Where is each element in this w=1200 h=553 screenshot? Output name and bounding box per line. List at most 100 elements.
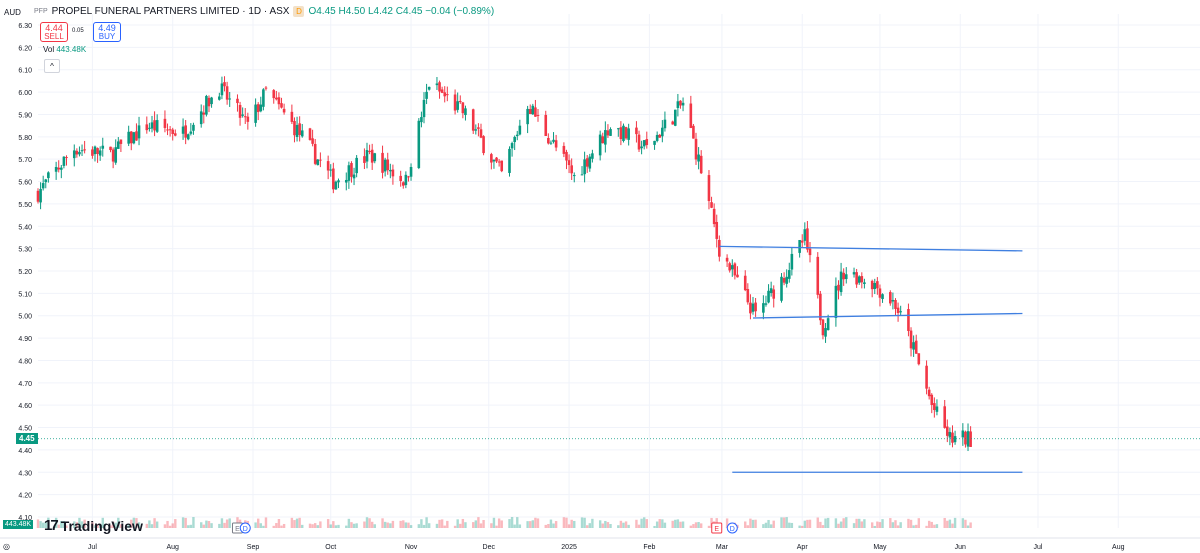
candle-body bbox=[228, 98, 232, 100]
candle-body bbox=[238, 104, 242, 118]
volume-bar bbox=[407, 522, 410, 528]
volume-bar bbox=[663, 522, 667, 528]
candle-body bbox=[767, 290, 770, 303]
candle-body bbox=[355, 157, 358, 174]
candle-body bbox=[352, 174, 356, 179]
volume-bar bbox=[876, 521, 879, 528]
candle-body bbox=[132, 132, 136, 144]
candle-body bbox=[337, 180, 340, 183]
candle-body bbox=[109, 146, 112, 151]
volume-bar bbox=[290, 517, 294, 528]
candle-body bbox=[837, 284, 840, 291]
symbol-title[interactable]: PROPEL FUNERAL PARTNERS LIMITED · 1D · A… bbox=[51, 6, 290, 17]
volume-bar bbox=[915, 524, 918, 528]
volume-bar bbox=[57, 524, 60, 528]
tradingview-logo[interactable]: 17 TradingView bbox=[44, 517, 143, 534]
volume-bar bbox=[202, 524, 205, 528]
time-tick-label: Jun bbox=[955, 544, 966, 551]
candle-body bbox=[969, 431, 972, 447]
candle-body bbox=[933, 403, 936, 411]
candle-body bbox=[707, 175, 711, 202]
volume-bar bbox=[259, 523, 262, 528]
candle-body bbox=[554, 140, 558, 148]
volume-bar bbox=[80, 521, 84, 528]
candle-body bbox=[567, 160, 571, 166]
volume-bar bbox=[41, 522, 45, 528]
candle-body bbox=[645, 139, 649, 146]
candle-body bbox=[137, 125, 141, 139]
candle-body bbox=[298, 123, 301, 135]
volume-bar bbox=[565, 517, 568, 528]
delayed-badge[interactable]: D bbox=[293, 6, 305, 17]
candle-body bbox=[350, 163, 353, 177]
volume-bar bbox=[549, 519, 553, 528]
candle-body bbox=[518, 125, 522, 135]
candle-body bbox=[453, 94, 457, 111]
candle-body bbox=[207, 97, 211, 107]
candle-body bbox=[174, 133, 177, 136]
volume-bar bbox=[404, 522, 408, 528]
volume-bar bbox=[282, 523, 286, 528]
volume-bar bbox=[101, 517, 104, 528]
price-tick-label: 5.50 bbox=[18, 202, 32, 209]
volume-bar bbox=[790, 522, 794, 528]
volume-bar bbox=[150, 524, 154, 528]
candle-body bbox=[243, 116, 247, 118]
volume-bar bbox=[837, 523, 840, 528]
trendline bbox=[719, 245, 1023, 252]
volume-bar bbox=[417, 524, 421, 528]
event-marker-label: D bbox=[730, 526, 735, 533]
volume-bar bbox=[472, 522, 475, 528]
volume-bar bbox=[500, 520, 503, 528]
candle-body bbox=[111, 149, 115, 162]
candle-body bbox=[927, 389, 931, 397]
time-tick-label: Jul bbox=[88, 544, 97, 551]
volume-bar bbox=[609, 524, 612, 528]
price-tick-label: 6.10 bbox=[18, 68, 32, 75]
candle-body bbox=[780, 276, 783, 301]
time-tick-label: May bbox=[873, 544, 887, 551]
candle-body bbox=[220, 83, 224, 96]
candle-body bbox=[896, 307, 900, 314]
volume-bar bbox=[788, 522, 791, 528]
volume-bar bbox=[189, 524, 193, 528]
volume-bar bbox=[78, 517, 81, 528]
sell-button[interactable]: 4.44 SELL bbox=[40, 22, 68, 42]
time-tick-label: Aug bbox=[166, 544, 179, 551]
candle-body bbox=[826, 318, 830, 331]
volume-bar bbox=[780, 517, 783, 528]
candle-body bbox=[181, 126, 185, 134]
collapse-legend-button[interactable]: ^ bbox=[44, 59, 60, 73]
volume-bar bbox=[145, 523, 149, 528]
volume-bar bbox=[495, 525, 498, 528]
candle-body bbox=[192, 124, 195, 131]
volume-bar bbox=[109, 525, 112, 528]
volume-bar bbox=[692, 524, 695, 528]
volume-bar bbox=[946, 520, 949, 528]
buy-button[interactable]: 4.49 BUY bbox=[93, 22, 121, 42]
candle-body bbox=[241, 114, 244, 116]
candle-body bbox=[948, 431, 952, 438]
candle-body bbox=[386, 159, 390, 171]
volume-bar bbox=[676, 519, 680, 528]
candle-body bbox=[914, 340, 918, 354]
candle-body bbox=[47, 172, 50, 179]
candle-body bbox=[277, 97, 281, 105]
settings-icon[interactable]: ◎ bbox=[3, 542, 10, 551]
volume-bar bbox=[863, 519, 866, 528]
volume-bar bbox=[681, 521, 685, 528]
volume-bar bbox=[544, 524, 547, 528]
volume-legend: Vol 443.48K bbox=[43, 45, 86, 54]
volume-bar bbox=[381, 518, 384, 528]
candle-body bbox=[930, 394, 934, 405]
volume-bar bbox=[207, 520, 211, 528]
candle-body bbox=[171, 129, 175, 135]
volume-bar bbox=[114, 522, 117, 528]
candle-body bbox=[743, 275, 747, 291]
candle-body bbox=[764, 303, 768, 305]
volume-bar bbox=[894, 520, 897, 528]
volume-bar bbox=[547, 524, 550, 528]
tradingview-logo-icon: 17 bbox=[44, 517, 59, 534]
